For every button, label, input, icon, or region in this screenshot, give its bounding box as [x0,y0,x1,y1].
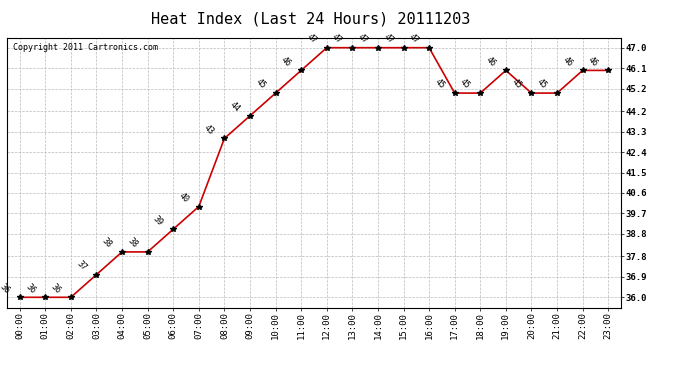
Text: 45: 45 [433,78,446,91]
Text: Copyright 2011 Cartronics.com: Copyright 2011 Cartronics.com [13,43,158,52]
Text: 47: 47 [356,32,370,45]
Text: 36: 36 [49,282,63,295]
Text: 44: 44 [228,100,242,114]
Text: 39: 39 [151,214,165,227]
Text: 36: 36 [23,282,37,295]
Text: Heat Index (Last 24 Hours) 20111203: Heat Index (Last 24 Hours) 20111203 [151,11,470,26]
Text: 45: 45 [458,78,472,91]
Text: 45: 45 [535,78,549,91]
Text: 47: 47 [382,32,395,45]
Text: 45: 45 [510,78,523,91]
Text: 40: 40 [177,191,190,204]
Text: 47: 47 [305,32,318,45]
Text: 45: 45 [254,78,267,91]
Text: 46: 46 [279,55,293,68]
Text: 46: 46 [484,55,497,68]
Text: 43: 43 [203,123,216,136]
Text: 46: 46 [586,55,600,68]
Text: 47: 47 [407,32,421,45]
Text: 36: 36 [0,282,11,295]
Text: 47: 47 [331,32,344,45]
Text: 38: 38 [100,236,114,250]
Text: 37: 37 [75,259,88,272]
Text: 38: 38 [126,236,139,250]
Text: 46: 46 [561,55,574,68]
